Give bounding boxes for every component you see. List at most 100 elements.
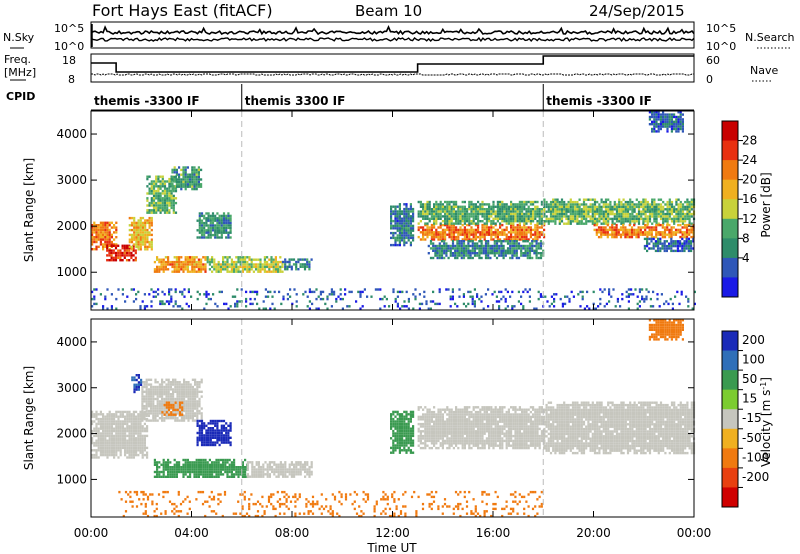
heatmap-cell: [467, 252, 470, 255]
heatmap-cell: [452, 231, 455, 234]
heatmap-cell: [114, 247, 118, 250]
heatmap-cell: [454, 247, 457, 250]
heatmap-cell: [228, 270, 231, 273]
heatmap-cell: [97, 427, 100, 430]
heatmap-cell: [679, 127, 682, 131]
heatmap-cell: [618, 205, 621, 209]
heatmap-cell: [492, 222, 495, 225]
heatmap-cell: [115, 228, 118, 232]
heatmap-cell: [161, 197, 164, 200]
heatmap-cell: [457, 235, 460, 239]
heatmap-cell: [112, 244, 115, 247]
heatmap-cell: [113, 231, 116, 234]
heatmap-cell: [187, 414, 190, 417]
heatmap-cell: [184, 463, 187, 466]
heatmap-cell: [683, 233, 686, 236]
heatmap-cell: [172, 305, 175, 308]
heatmap-cell: [182, 263, 185, 266]
heatmap-cell: [398, 219, 401, 223]
heatmap-cell: [630, 231, 634, 234]
heatmap-cell: [163, 403, 166, 407]
heatmap-cell: [197, 265, 200, 269]
power-cells: [91, 111, 696, 310]
heatmap-cell: [163, 211, 167, 214]
heatmap-cell: [189, 178, 192, 181]
heatmap-cell: [193, 260, 196, 264]
heatmap-cell: [236, 305, 239, 308]
heatmap-cell: [227, 226, 230, 230]
heatmap-cell: [99, 413, 102, 416]
heatmap-cell: [160, 463, 163, 466]
heatmap-cell: [187, 412, 190, 415]
heatmap-cell: [200, 185, 203, 188]
heatmap-cell: [182, 178, 185, 181]
heatmap-cell: [507, 238, 510, 241]
power-colorbar-swatch: [722, 179, 738, 200]
heatmap-cell: [168, 187, 171, 190]
heatmap-cell: [256, 290, 259, 294]
heatmap-cell: [446, 208, 449, 211]
heatmap-cell: [146, 417, 149, 421]
heatmap-cell: [600, 208, 603, 211]
heatmap-cell: [687, 247, 690, 250]
heatmap-cell: [180, 183, 183, 186]
heatmap-cell: [155, 211, 158, 214]
heatmap-cell: [211, 229, 215, 232]
heatmap-cell: [653, 203, 656, 206]
heatmap-cell: [226, 263, 229, 266]
heatmap-cell: [295, 300, 298, 303]
heatmap-cell: [156, 473, 159, 476]
heatmap-cell: [191, 166, 194, 169]
heatmap-cell: [153, 461, 156, 464]
heatmap-cell: [158, 260, 161, 264]
heatmap-cell: [130, 456, 133, 459]
heatmap-cell: [518, 217, 521, 220]
heatmap-cell: [167, 256, 170, 259]
heatmap-cell: [455, 210, 458, 213]
heatmap-cell: [146, 219, 149, 222]
heatmap-cell: [473, 247, 477, 250]
heatmap-cell: [673, 127, 676, 131]
heatmap-cell: [182, 475, 185, 478]
heatmap-cell: [611, 223, 614, 227]
heatmap-cell: [650, 226, 653, 229]
heatmap-cell: [198, 226, 201, 230]
heatmap-cell: [474, 228, 477, 232]
heatmap-cell: [622, 222, 625, 225]
heatmap-cell: [399, 290, 402, 294]
heatmap-cell: [499, 231, 502, 234]
heatmap-cell: [150, 402, 153, 405]
heatmap-cell: [543, 222, 546, 225]
heatmap-cell: [602, 210, 605, 213]
heatmap-cell: [165, 397, 168, 401]
heatmap-cell: [631, 208, 634, 211]
heatmap-cell: [93, 297, 96, 301]
heatmap-cell: [184, 180, 187, 184]
heatmap-cell: [394, 217, 397, 220]
heatmap-cell: [602, 217, 605, 221]
heatmap-cell: [110, 441, 113, 445]
heatmap-cell: [143, 434, 146, 438]
heatmap-cell: [178, 183, 181, 186]
heatmap-cell: [203, 217, 206, 220]
heatmap-cell: [193, 185, 196, 188]
heatmap-cell: [233, 260, 236, 264]
heatmap-cell: [143, 307, 146, 310]
heatmap-cell: [437, 226, 440, 229]
heatmap-cell: [615, 220, 619, 223]
heatmap-cell: [162, 458, 165, 462]
heatmap-cell: [651, 200, 654, 204]
heatmap-cell: [525, 222, 528, 225]
heatmap-cell: [191, 187, 194, 191]
heatmap-cell: [205, 231, 208, 234]
heatmap-cell: [495, 300, 498, 303]
heatmap-cell: [113, 449, 116, 452]
heatmap-cell: [154, 378, 157, 381]
heatmap-cell: [183, 295, 186, 298]
heatmap-cell: [97, 441, 100, 445]
heatmap-cell: [628, 231, 631, 234]
heatmap-cell: [473, 252, 477, 255]
heatmap-cell: [297, 268, 300, 271]
power-y-tick-label: 4000: [56, 127, 87, 141]
heatmap-cell: [613, 205, 616, 209]
